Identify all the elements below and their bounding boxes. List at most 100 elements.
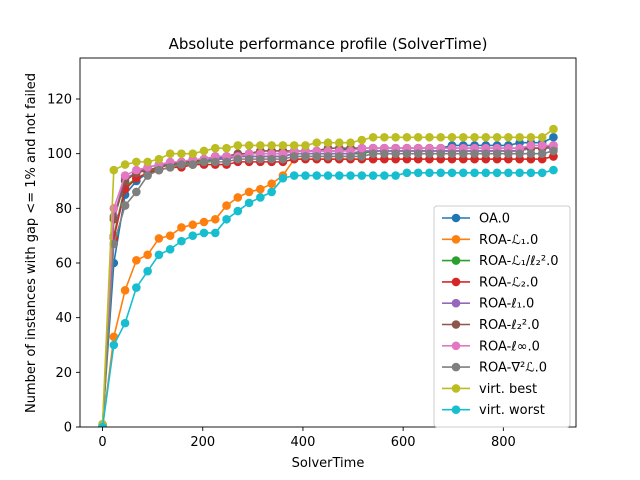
data-point [357,171,367,180]
data-point [256,141,265,150]
data-point [132,187,141,197]
legend-marker [451,341,461,351]
data-point [120,201,130,210]
data-point [143,266,152,276]
data-point [357,143,367,153]
data-point [199,228,209,238]
data-point [154,250,164,260]
data-point [143,250,152,260]
data-point [504,168,513,178]
data-point [312,171,322,180]
data-point [492,132,502,142]
legend-item: ROA-ℓ₁.0 [442,297,534,312]
data-point [289,152,299,161]
legend-label: ROA-ℓ₁.0 [479,297,534,312]
data-point [492,149,502,158]
legend-item: ROA-ℓ∞.0 [442,339,540,354]
legend-marker [451,384,461,393]
legend-label: ROA-ℒ₁.0 [479,233,538,248]
data-point [165,149,175,158]
legend-label: ROA-ℒ₁/ℓ₂².0 [479,254,559,269]
series-9 [98,165,558,427]
data-point [549,132,558,142]
data-point [368,132,378,142]
data-point [413,149,423,158]
legend-marker [451,405,461,415]
legend-marker [451,235,461,244]
data-point [537,149,547,158]
legend-marker [451,256,461,265]
legend-marker [451,298,461,308]
data-point [132,165,141,175]
data-point [357,135,367,145]
data-point [447,168,457,178]
legend-marker [451,213,461,223]
legend-item: virt. worst [442,403,545,418]
y-tick-label: 0 [64,421,72,436]
y-tick-label: 40 [55,311,72,326]
data-point [425,168,434,178]
data-point [526,168,536,178]
data-point [458,168,468,178]
y-axis-title: Number of instances with gap <= 1% and n… [24,73,39,413]
data-point [188,231,198,240]
data-point [413,168,423,178]
data-point [481,168,491,178]
data-point [222,214,231,224]
data-point [120,160,130,169]
data-point [278,173,288,183]
data-point [143,171,152,180]
data-point [402,132,412,142]
data-point [120,318,130,328]
legend-item: OA.0 [442,212,510,227]
data-point [267,141,276,150]
data-point [165,245,175,254]
y-tick-label: 20 [55,366,72,381]
data-point [267,154,276,164]
data-point [312,152,322,161]
data-point [98,422,107,427]
data-point [537,141,547,150]
data-point [504,149,513,158]
data-point [199,157,209,167]
data-point [210,214,220,224]
data-point [436,132,446,142]
data-point [504,132,513,142]
data-point [120,171,130,180]
data-point [233,154,243,164]
data-point [188,160,198,169]
data-point [165,163,175,172]
data-point [323,171,333,180]
data-point [301,152,310,161]
data-point [549,146,558,156]
data-point [447,149,457,158]
series-7 [98,146,558,427]
data-point [188,149,198,158]
legend-label: ROA-ℒ₂.0 [479,275,538,290]
data-point [154,165,164,175]
data-point [515,168,524,178]
data-point [132,157,141,167]
data-point [165,231,175,240]
data-point [436,149,446,158]
legend-label: OA.0 [479,212,510,227]
data-point [526,149,536,158]
data-point [154,234,164,243]
legend-label: virt. worst [479,403,545,418]
data-point [109,165,119,175]
series-group [98,124,558,427]
data-point [132,283,141,292]
data-point [458,132,468,142]
data-point [233,141,243,150]
data-point [380,171,389,180]
data-point [177,223,186,232]
data-point [256,184,265,194]
data-point [233,193,243,202]
data-point [402,149,412,158]
data-point [177,236,186,246]
data-point [425,132,434,142]
data-point [368,171,378,180]
data-point [334,171,344,180]
data-point [256,154,265,164]
